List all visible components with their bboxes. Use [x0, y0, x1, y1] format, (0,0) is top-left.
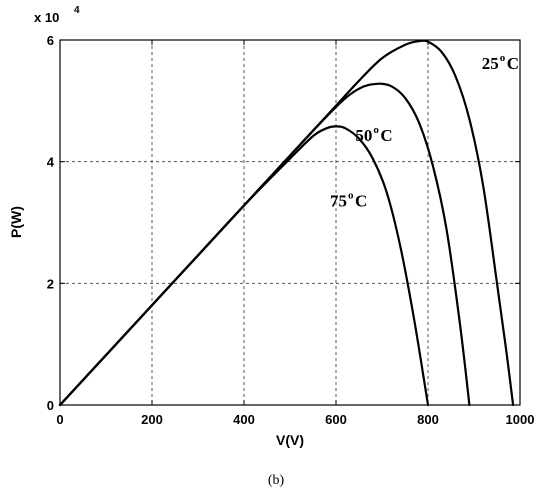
- curve-label-2: 75 o C: [330, 189, 367, 210]
- y-multiplier-base: x 10: [34, 10, 59, 25]
- y-tick-label: 0: [47, 398, 54, 413]
- x-tick-label: 0: [56, 412, 63, 427]
- curve-label-value: 50: [355, 126, 372, 145]
- x-tick-label: 800: [417, 412, 439, 427]
- axis-ticks: 0 200 400 600 800 1000 0 2 4 6: [47, 33, 535, 427]
- curve-label-value: 75: [330, 191, 347, 210]
- y-tick-label: 6: [47, 33, 54, 48]
- y-tick-label: 2: [47, 276, 54, 291]
- curve-label-0: 25 o C: [482, 52, 519, 73]
- x-tick-label: 400: [233, 412, 255, 427]
- curve-label-degree: o: [373, 124, 379, 136]
- y-multiplier-exponent: 4: [74, 5, 80, 16]
- grid: [60, 40, 520, 405]
- figure-caption: (b): [268, 473, 285, 488]
- curve-label-unit: C: [507, 54, 519, 73]
- curve-label-value: 25: [482, 54, 499, 73]
- x-tick-label: 200: [141, 412, 163, 427]
- power-curve-2: [58, 125, 430, 407]
- y-axis-label: P(W): [8, 206, 24, 238]
- curve-label-unit: C: [380, 126, 392, 145]
- x-axis-label: V(V): [276, 432, 304, 448]
- curve-label-degree: o: [500, 52, 506, 64]
- curve-label-unit: C: [355, 191, 367, 210]
- plot-frame: [59, 39, 521, 406]
- x-tick-label: 1000: [506, 412, 535, 427]
- curve-label-degree: o: [348, 189, 354, 201]
- x-tick-label: 600: [325, 412, 347, 427]
- curves: [58, 39, 515, 407]
- y-tick-label: 4: [47, 155, 55, 170]
- y-multiplier: x 10 4: [34, 5, 80, 25]
- curve-labels: 25 o C50 o C75 o C: [330, 52, 519, 210]
- curve-label-1: 50 o C: [355, 124, 392, 145]
